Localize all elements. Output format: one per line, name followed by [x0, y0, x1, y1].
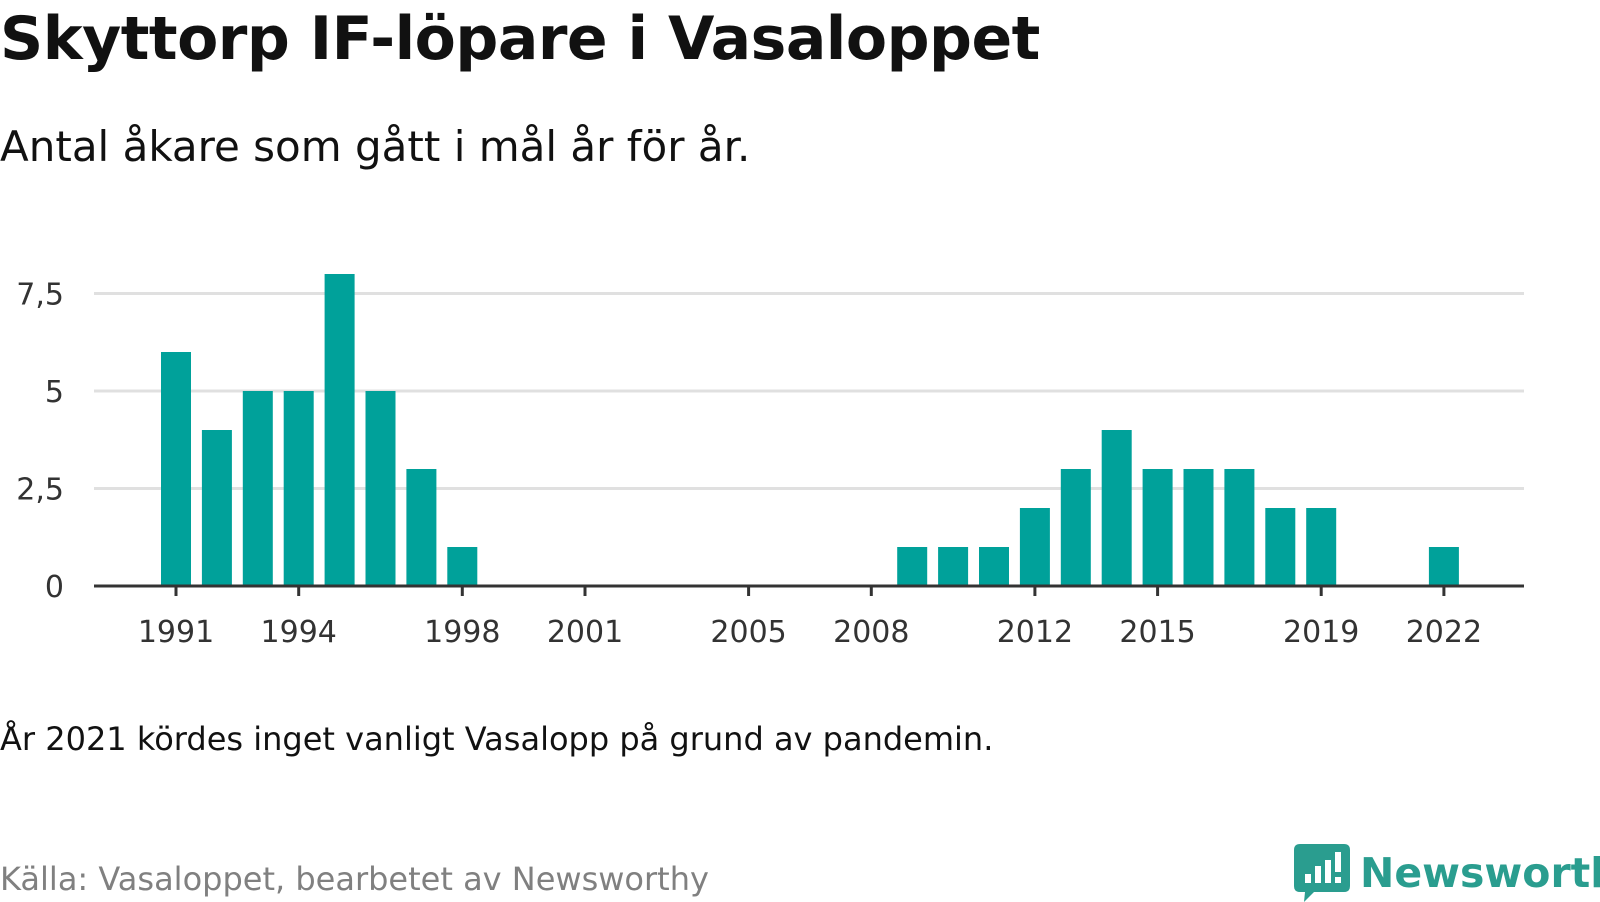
chart-subtitle: Antal åkare som gått i mål år för år. — [0, 122, 751, 171]
bars — [161, 274, 1459, 586]
x-tick-label: 2008 — [833, 615, 909, 650]
bar — [242, 391, 273, 586]
x-axis-ticks: 1991 1994 1998 2001 2005 2008 2012 2015 2019 2022 — [138, 586, 1482, 650]
bar — [897, 547, 928, 586]
x-tick-label: 2012 — [997, 615, 1073, 650]
brand-name: Newsworthy — [1360, 849, 1600, 897]
bar — [938, 547, 969, 586]
bar — [1101, 430, 1132, 586]
bar — [1019, 508, 1050, 586]
bar — [1060, 469, 1091, 586]
newsworthy-logo-icon — [1294, 844, 1350, 902]
x-tick-label: 2022 — [1406, 615, 1482, 650]
y-tick-label: 0 — [45, 570, 64, 605]
bar — [283, 391, 314, 586]
y-tick-label: 2,5 — [16, 473, 64, 508]
x-tick-label: 1991 — [138, 615, 214, 650]
bar — [365, 391, 396, 586]
source-credit: Källa: Vasaloppet, bearbetet av Newswort… — [0, 860, 709, 898]
bar — [201, 430, 232, 586]
y-tick-label: 5 — [45, 375, 64, 410]
x-tick-label: 1998 — [424, 615, 500, 650]
bar — [1265, 508, 1296, 586]
bar — [979, 547, 1009, 586]
x-tick-label: 2005 — [710, 615, 786, 650]
bar — [447, 547, 478, 586]
x-tick-label: 2015 — [1119, 615, 1195, 650]
bar — [161, 352, 191, 586]
x-tick-label: 2019 — [1283, 615, 1359, 650]
bar — [324, 274, 355, 586]
bar — [1224, 469, 1255, 586]
chart-title: Skyttorp IF-löpare i Vasaloppet — [0, 4, 1040, 74]
bar-chart: 1991 1994 1998 2001 2005 2008 2012 2015 2019 2022… — [16, 274, 1524, 650]
bar — [406, 469, 437, 586]
bar — [1183, 469, 1214, 586]
x-tick-label: 2001 — [547, 615, 623, 650]
x-tick-label: 1994 — [261, 615, 337, 650]
footnote: År 2021 kördes inget vanligt Vasalopp på… — [0, 720, 994, 758]
bar — [1306, 508, 1337, 586]
bar — [1428, 547, 1459, 586]
y-axis-ticks: 0 2,5 5 7,5 — [16, 278, 64, 606]
y-tick-label: 7,5 — [16, 278, 64, 313]
bar — [1142, 469, 1173, 586]
newsworthy-logo: Newsworthy — [1294, 844, 1600, 902]
